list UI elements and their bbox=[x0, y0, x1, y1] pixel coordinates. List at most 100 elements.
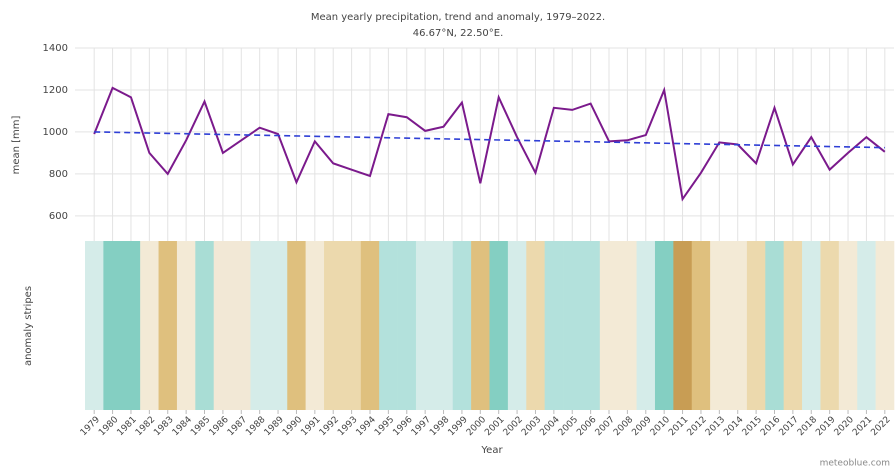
x-tick-label: 1997 bbox=[410, 415, 433, 438]
x-tick-label: 2022 bbox=[869, 415, 892, 438]
anomaly-stripe bbox=[471, 241, 490, 410]
x-tick-label: 2017 bbox=[777, 415, 800, 438]
anomaly-stripe bbox=[397, 241, 417, 410]
chart-subtitle: 46.67°N, 22.50°E. bbox=[413, 28, 504, 39]
x-tick-label: 2005 bbox=[557, 415, 580, 438]
x-tick-label: 1994 bbox=[355, 415, 378, 438]
chart-title: Mean yearly precipitation, trend and ano… bbox=[311, 12, 605, 23]
anomaly-stripe bbox=[232, 241, 251, 410]
x-tick-label: 2004 bbox=[538, 415, 561, 438]
anomaly-stripe bbox=[838, 241, 858, 410]
x-tick-label: 1990 bbox=[281, 415, 304, 438]
x-tick-label: 2010 bbox=[649, 415, 672, 438]
x-tick-label: 2009 bbox=[630, 415, 653, 438]
anomaly-stripe bbox=[563, 241, 582, 410]
anomaly-stripe bbox=[507, 241, 527, 410]
anomaly-stripe bbox=[765, 241, 784, 410]
x-tick-label: 2006 bbox=[575, 415, 598, 438]
anomaly-stripe bbox=[324, 241, 343, 410]
anomaly-stripe bbox=[360, 241, 380, 410]
x-tick-label: 1982 bbox=[134, 415, 157, 438]
x-tick-label: 1999 bbox=[447, 415, 470, 438]
anomaly-stripe bbox=[176, 241, 196, 410]
x-tick-label: 1985 bbox=[189, 415, 212, 438]
x-tick-label: 2002 bbox=[502, 415, 525, 438]
y-tick-label: 800 bbox=[49, 169, 68, 180]
x-tick-label: 2000 bbox=[465, 415, 488, 438]
credit: meteoblue.com bbox=[820, 459, 890, 469]
anomaly-stripe bbox=[599, 241, 619, 410]
y-tick-label: 1200 bbox=[43, 85, 68, 96]
x-tick-label: 1996 bbox=[391, 415, 414, 438]
x-tick-label: 1988 bbox=[244, 415, 267, 438]
x-tick-label: 1989 bbox=[263, 415, 286, 438]
x-tick-label: 1993 bbox=[336, 415, 359, 438]
x-tick-label: 1979 bbox=[79, 415, 102, 438]
anomaly-stripe bbox=[526, 241, 545, 410]
x-tick-label: 1986 bbox=[208, 415, 231, 438]
anomaly-stripe bbox=[746, 241, 766, 410]
anomaly-stripe bbox=[820, 241, 840, 410]
anomaly-stripe bbox=[85, 241, 104, 410]
x-tick-label: 1992 bbox=[318, 415, 341, 438]
anomaly-stripe bbox=[489, 241, 509, 410]
anomaly-stripe bbox=[103, 241, 123, 410]
y-axis-label: mean [mm] bbox=[11, 115, 22, 174]
x-tick-label: 2016 bbox=[759, 415, 782, 438]
anomaly-stripe bbox=[544, 241, 564, 410]
anomaly-stripe bbox=[673, 241, 693, 410]
anomaly-stripe bbox=[710, 241, 729, 410]
x-tick-label: 2018 bbox=[796, 415, 819, 438]
anomaly-stripe bbox=[581, 241, 601, 410]
anomaly-stripe bbox=[618, 241, 637, 410]
anomaly-stripe bbox=[287, 241, 306, 410]
stripes-label: anomaly stripes bbox=[23, 286, 34, 366]
anomaly-stripe bbox=[415, 241, 435, 410]
anomaly-stripe bbox=[250, 241, 270, 410]
y-tick-label: 1000 bbox=[43, 127, 68, 138]
anomaly-stripe bbox=[654, 241, 674, 410]
x-tick-label: 2007 bbox=[594, 415, 617, 438]
anomaly-stripe bbox=[140, 241, 159, 410]
anomaly-stripe bbox=[691, 241, 711, 410]
x-tick-label: 2021 bbox=[851, 415, 874, 438]
y-tick-label: 1400 bbox=[43, 43, 68, 54]
x-tick-label: 2011 bbox=[667, 415, 690, 438]
data-line bbox=[93, 86, 886, 202]
anomaly-stripe bbox=[195, 241, 215, 410]
x-tick-label: 1998 bbox=[428, 415, 451, 438]
trend-line bbox=[94, 131, 885, 149]
x-tick-label: 2012 bbox=[686, 415, 709, 438]
x-tick-label: 1991 bbox=[299, 415, 322, 438]
anomaly-stripe bbox=[728, 241, 748, 410]
x-tick-label: 1980 bbox=[97, 415, 120, 438]
anomaly-stripe bbox=[875, 241, 895, 410]
x-tick-label: 2019 bbox=[814, 415, 837, 438]
anomaly-stripe bbox=[434, 241, 454, 410]
x-tick-label: 1984 bbox=[171, 415, 194, 438]
anomaly-stripe bbox=[305, 241, 325, 410]
x-tick-label: 1983 bbox=[152, 415, 175, 438]
anomaly-stripe bbox=[857, 241, 876, 410]
anomaly-stripe bbox=[802, 241, 821, 410]
x-tick-label: 2001 bbox=[483, 415, 506, 438]
x-tick-label: 1981 bbox=[116, 415, 139, 438]
y-tick-label: 600 bbox=[49, 211, 68, 222]
x-axis-label: Year bbox=[480, 445, 503, 456]
anomaly-stripe bbox=[158, 241, 178, 410]
x-tick-label: 1987 bbox=[226, 415, 249, 438]
x-tick-label: 2014 bbox=[722, 415, 745, 438]
x-tick-label: 1995 bbox=[373, 415, 396, 438]
x-tick-label: 2008 bbox=[612, 415, 635, 438]
x-tick-label: 2013 bbox=[704, 415, 727, 438]
anomaly-stripe bbox=[342, 241, 362, 410]
anomaly-stripe bbox=[121, 241, 141, 410]
anomaly-stripe bbox=[268, 241, 288, 410]
x-tick-label: 2003 bbox=[520, 415, 543, 438]
x-tick-label: 2015 bbox=[741, 415, 764, 438]
anomaly-stripe bbox=[213, 241, 233, 410]
anomaly-stripe bbox=[452, 241, 472, 410]
anomaly-stripe bbox=[783, 241, 803, 410]
anomaly-stripe bbox=[636, 241, 656, 410]
